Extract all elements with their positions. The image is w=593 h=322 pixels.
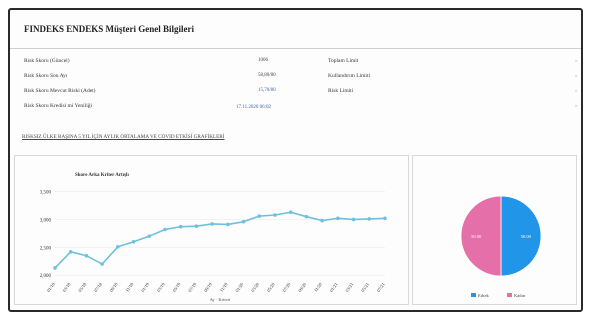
data-point [320, 218, 324, 223]
data-point [383, 216, 387, 221]
line-chart: Skore Arka Kriter Artışlı 3,500 3,000 2,500… [40, 173, 387, 302]
x-tick-label: 01/20 [234, 281, 244, 293]
chevron-right-icon[interactable]: › [575, 73, 577, 79]
slice-label: 50.00 [521, 234, 532, 239]
info-right-label: Toplam Limit [328, 58, 359, 64]
data-point [116, 244, 120, 249]
x-tick-label: 09/20 [297, 281, 307, 293]
data-point [210, 222, 214, 226]
legend-swatch [471, 293, 476, 297]
series-line [54, 211, 386, 269]
y-tick-label: 3,500 [40, 191, 52, 196]
data-point [178, 224, 183, 229]
main-panel: FINDEKS ENDEKS Müşteri Genel Bilgileri R… [8, 8, 583, 312]
x-tick-label: 07/18 [93, 281, 103, 293]
chevron-right-icon[interactable]: › [575, 103, 577, 109]
legend-swatch [507, 293, 512, 297]
x-tick-label: 05/18 [77, 281, 87, 293]
info-value: 58,80/80 [258, 73, 276, 78]
x-tick-label: 05/19 [172, 281, 182, 293]
legend-label: Erkek [478, 293, 489, 298]
info-label: Risk Skoru Son Ayı [24, 73, 68, 79]
x-tick-label: 03/18 [62, 281, 72, 293]
info-value: 1006 [258, 58, 268, 63]
y-tick-label: 2,000 [40, 274, 52, 279]
x-tick-label: 11/18 [125, 281, 135, 293]
data-point [100, 262, 104, 266]
section-title[interactable]: RISKSIZ ÜLKE BAŞINA 5 YIL İÇİN AYLIK ORT… [22, 134, 225, 140]
data-point [273, 213, 277, 217]
data-point [288, 210, 293, 215]
x-tick-label: 11/19 [219, 281, 229, 293]
data-point [257, 214, 262, 218]
chevron-right-icon[interactable]: › [575, 88, 577, 94]
data-point [226, 222, 230, 227]
x-tick-label: 01/19 [140, 281, 150, 293]
data-point [131, 239, 136, 244]
info-label: Risk Skoru (Güncel) [24, 58, 70, 64]
x-tick-label: 05/20 [266, 281, 276, 293]
x-tick-label: 09/19 [203, 281, 213, 293]
x-tick-label: 11/20 [313, 281, 323, 293]
x-tick-label: 03/20 [250, 281, 260, 293]
info-right-label: Kullandırım Limiti [328, 73, 371, 79]
x-tick-label: 09/18 [109, 281, 119, 293]
y-tick-label: 2,500 [40, 246, 52, 251]
x-tick-label: 07/20 [282, 281, 292, 293]
data-point [336, 216, 340, 221]
data-point [194, 224, 199, 228]
data-point [53, 266, 57, 270]
page-title: FINDEKS ENDEKS Müşteri Genel Bilgileri [24, 24, 194, 34]
pie-chart: 50.00 50.00 Erkek Kadın [460, 195, 542, 298]
line-chart-panel: Skore Arka Kriter Artışlı 3,500 3,000 2,500… [14, 155, 409, 305]
data-point [351, 217, 356, 222]
chevron-right-icon[interactable]: › [575, 58, 577, 64]
data-point [241, 219, 246, 224]
data-point [147, 234, 152, 238]
info-value: 17.11.2020 06:02 [236, 105, 271, 110]
x-tick-label: 05/21 [360, 282, 370, 293]
x-tick-label: 07/21 [376, 282, 386, 293]
data-point [68, 249, 73, 254]
y-tick-label: 3,000 [40, 218, 52, 223]
slice-label: 50.00 [471, 234, 482, 239]
pie-chart-panel: 50.00 50.00 Erkek Kadın [412, 155, 577, 305]
x-axis-label: Ay · Kriteri [210, 297, 232, 302]
data-point [304, 214, 309, 219]
x-tick-label: 07/19 [187, 281, 197, 293]
x-tick-label: 03/19 [156, 281, 166, 293]
data-point [84, 253, 89, 258]
info-right-label: Risk Limiti [328, 88, 354, 94]
info-label: Risk Skoru Kredisi mi Yeniliği [24, 103, 92, 109]
info-value: 15,70/80 [258, 88, 276, 93]
info-label: Risk Skoru Mevcut Riski (Adet) [24, 88, 96, 94]
pie-slice [500, 195, 542, 277]
x-tick-label: 01/18 [46, 281, 56, 293]
legend-label: Kadın [514, 293, 526, 298]
pie-slice [460, 195, 502, 277]
x-tick-label: 01/21 [329, 282, 339, 293]
chart-title: Skore Arka Kriter Artışlı [75, 173, 129, 178]
data-point [163, 227, 167, 232]
data-point [367, 217, 372, 221]
x-tick-label: 03/21 [344, 282, 354, 293]
panel-header: FINDEKS ENDEKS Müşteri Genel Bilgileri [10, 10, 581, 49]
